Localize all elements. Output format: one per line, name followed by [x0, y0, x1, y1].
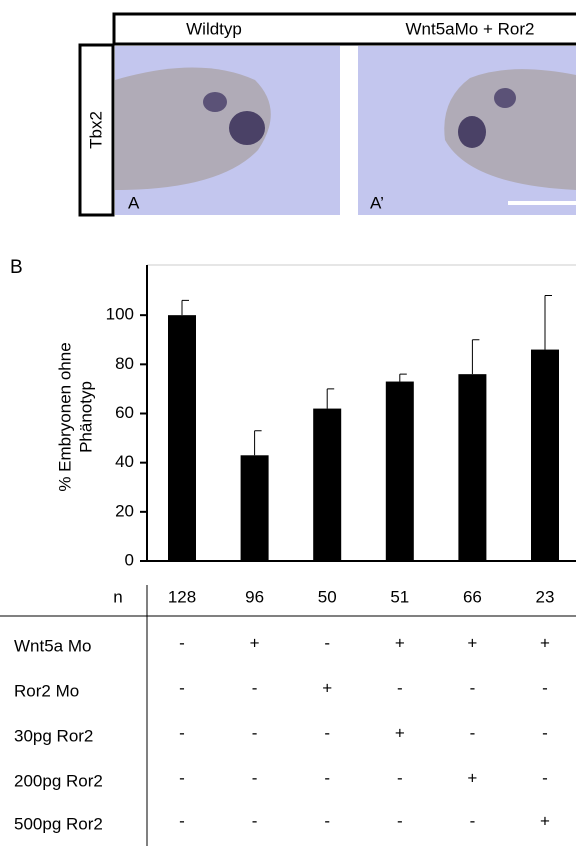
y-tick-label: 20 [115, 501, 134, 520]
error-bar [471, 339, 480, 375]
error-bar [399, 373, 407, 382]
stain [229, 111, 265, 145]
y-tick-label: 100 [106, 305, 134, 324]
cell: - [470, 678, 476, 697]
bar [240, 455, 269, 561]
cell: + [395, 723, 405, 742]
row-label: Ror2 Mo [14, 681, 79, 700]
y-axis-label: Phänotyp [76, 381, 95, 453]
cell: - [252, 723, 258, 742]
stain [458, 116, 486, 148]
cell: + [395, 633, 405, 652]
n-value: 66 [463, 587, 482, 606]
embryo [444, 69, 576, 190]
error-bar [544, 295, 552, 350]
error-bar [326, 388, 335, 409]
cell: - [324, 723, 330, 742]
panel-letter: A’ [370, 193, 384, 212]
error-bar [181, 299, 189, 316]
cell: - [179, 678, 185, 697]
cell: - [179, 633, 185, 652]
panel-letter: B [10, 257, 23, 278]
cell: - [324, 633, 330, 652]
stain [203, 92, 227, 112]
row-label: 200pg Ror2 [14, 771, 103, 790]
bar [531, 349, 559, 561]
cell: - [252, 678, 258, 697]
y-tick-label: 80 [115, 354, 134, 373]
error-bar [254, 430, 262, 456]
n-value: 50 [318, 587, 337, 606]
cell: - [470, 723, 476, 742]
y-tick-label: 40 [115, 452, 134, 471]
cell: - [542, 723, 548, 742]
cell: - [397, 811, 403, 830]
cell: - [470, 811, 476, 830]
row-frame [78, 43, 115, 217]
cell: - [252, 811, 258, 830]
bar [385, 381, 414, 561]
n-value: 23 [536, 587, 555, 606]
n-value: 128 [168, 587, 196, 606]
row-label: Tbx2 [86, 111, 105, 149]
panel-letter: A [128, 193, 140, 212]
bar [458, 374, 487, 561]
y-tick-label: 0 [125, 550, 134, 569]
bar [313, 408, 342, 561]
row-label: 30pg Ror2 [14, 726, 93, 745]
n-value: 51 [390, 587, 409, 606]
row-label: 500pg Ror2 [14, 814, 103, 833]
cell: - [179, 768, 185, 787]
header-frame [112, 12, 576, 46]
n-label: n [113, 587, 122, 606]
column-label: Wildtyp [186, 19, 242, 38]
cell: + [540, 811, 550, 830]
cell: + [467, 768, 477, 787]
bar [168, 315, 196, 561]
y-tick-label: 60 [115, 403, 134, 422]
cell: + [250, 633, 260, 652]
cell: - [179, 723, 185, 742]
cell: - [324, 768, 330, 787]
stain [494, 88, 516, 108]
scale-bar [508, 201, 576, 205]
cell: - [252, 768, 258, 787]
cell: + [540, 633, 550, 652]
y-axis-label: % Embryonen ohne [55, 342, 74, 491]
cell: - [324, 811, 330, 830]
cell: - [179, 811, 185, 830]
cell: - [397, 678, 403, 697]
column-label: Wnt5aMo + Ror2 [406, 19, 535, 38]
cell: + [322, 678, 332, 697]
row-label: Wnt5a Mo [14, 636, 91, 655]
n-value: 96 [245, 587, 264, 606]
embryo [115, 67, 271, 190]
cell: - [397, 768, 403, 787]
cell: - [542, 768, 548, 787]
cell: - [542, 678, 548, 697]
cell: + [467, 633, 477, 652]
